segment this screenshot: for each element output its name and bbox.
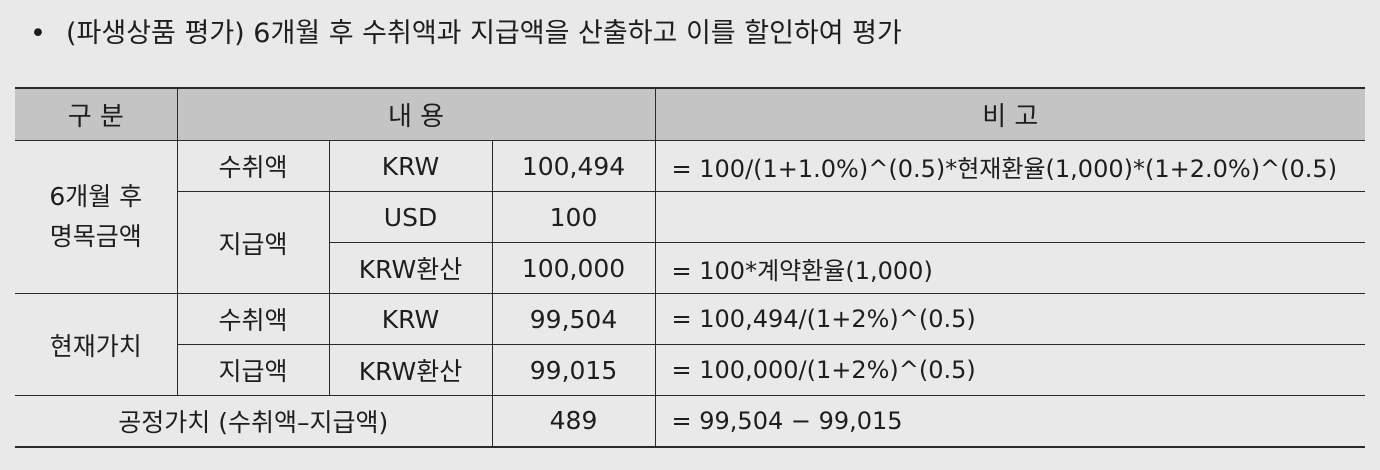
present-receive-label: 수취액 — [176, 293, 329, 345]
future-pay-note-usd — [654, 191, 1366, 243]
present-pay-currency: KRW환산 — [328, 344, 492, 396]
future-pay-amount-usd: 100 — [491, 191, 656, 243]
table-header-row: 구 분 내 용 비 고 — [15, 87, 1366, 141]
future-pay-note-krw: = 100*계약환율(1,000) — [654, 242, 1366, 294]
present-pay-amount: 99,015 — [491, 344, 656, 396]
header-content: 내 용 — [176, 87, 656, 141]
future-receive-amount: 100,494 — [491, 140, 656, 192]
table-row: 현재가치 수취액 KRW 99,504 = 100,494/(1+2%)^(0.… — [15, 293, 1366, 396]
future-label-line2: 명목금액 — [49, 222, 142, 251]
header-category: 구 분 — [15, 87, 177, 141]
future-pay-label: 지급액 — [176, 191, 329, 294]
row-group-future-nominal: 6개월 후 명목금액 — [15, 140, 177, 294]
table-row: 공정가치 (수취액–지급액) 489 = 99,504 − 99,015 — [15, 395, 1366, 448]
table-row: 6개월 후 명목금액 수취액 KRW 100,494 = 100/(1+1.0%… — [15, 140, 1366, 294]
header-remarks: 비 고 — [654, 87, 1366, 141]
section-heading: • (파생상품 평가) 6개월 후 수취액과 지급액을 산출하고 이를 할인하여 … — [30, 12, 902, 56]
table-row: KRW환산 100,000 = 100*계약환율(1,000) — [15, 242, 1366, 294]
fair-value-amount: 489 — [491, 395, 656, 448]
future-receive-label: 수취액 — [176, 140, 329, 192]
present-receive-currency: KRW — [328, 293, 492, 345]
row-group-present-value: 현재가치 — [15, 293, 177, 396]
present-receive-amount: 99,504 — [491, 293, 656, 345]
present-pay-note: = 100,000/(1+2%)^(0.5) — [654, 344, 1366, 396]
derivative-valuation-table: 구 분 내 용 비 고 6개월 후 명목금액 수취액 KRW 100,494 =… — [15, 87, 1366, 448]
fair-value-note: = 99,504 − 99,015 — [654, 395, 1366, 448]
future-receive-note: = 100/(1+1.0%)^(0.5)*현재환율(1,000)*(1+2.0%… — [654, 140, 1366, 192]
future-pay-amount-krw: 100,000 — [491, 242, 656, 294]
future-label-line1: 6개월 후 — [49, 182, 143, 211]
present-pay-label: 지급액 — [176, 344, 329, 396]
heading-text: (파생상품 평가) 6개월 후 수취액과 지급액을 산출하고 이를 할인하여 평… — [66, 18, 902, 49]
present-receive-note: = 100,494/(1+2%)^(0.5) — [654, 293, 1366, 345]
future-pay-currency-usd: USD — [328, 191, 492, 243]
future-pay-currency-krw: KRW환산 — [328, 242, 492, 294]
bullet-point: • — [30, 18, 46, 49]
table-row: 지급액 KRW환산 99,015 = 100,000/(1+2%)^(0.5) — [15, 344, 1366, 396]
future-receive-currency: KRW — [328, 140, 492, 192]
fair-value-label: 공정가치 (수취액–지급액) — [15, 395, 492, 448]
table-row: 지급액 USD 100 — [15, 191, 1366, 294]
